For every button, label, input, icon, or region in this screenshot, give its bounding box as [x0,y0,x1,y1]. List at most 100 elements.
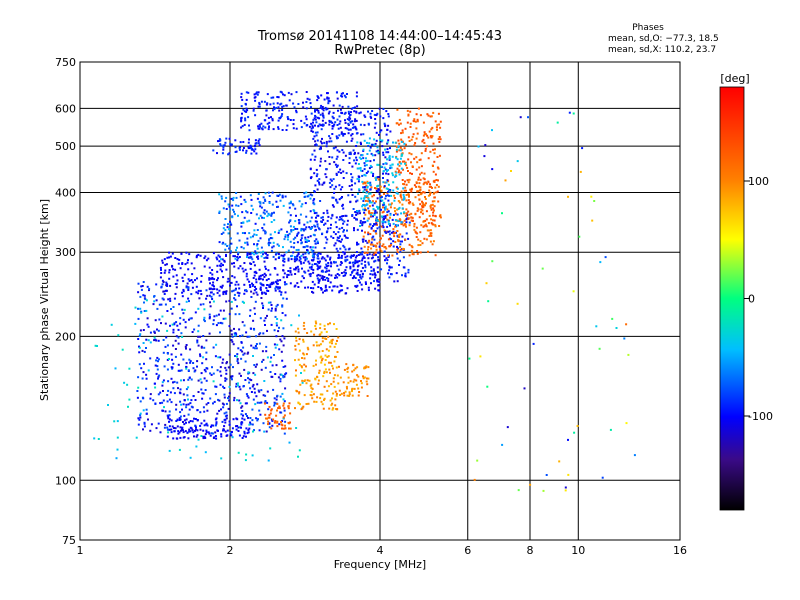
data-point [145,373,148,376]
data-point [331,402,334,405]
data-point [329,371,331,374]
data-point [378,219,380,221]
data-point [422,225,425,228]
data-point [372,268,375,271]
data-point [385,172,388,175]
data-point [371,273,374,276]
data-point [392,141,394,144]
data-point [363,173,366,176]
data-point [149,341,152,344]
data-point [362,186,365,189]
data-point [320,400,323,403]
data-point [254,403,257,406]
data-point [329,281,332,284]
data-point [365,172,368,174]
data-point [338,184,341,187]
data-point [251,258,254,261]
data-point [273,404,276,407]
data-point [427,136,430,139]
data-point [376,242,379,245]
data-point [212,284,214,287]
data-point [180,379,182,382]
data-point [363,209,366,211]
data-point [264,231,267,234]
data-point [157,377,159,380]
data-point [128,398,131,401]
data-point [254,270,257,273]
data-point [357,254,360,256]
data-point [254,373,257,376]
data-point [166,414,169,417]
data-point [210,295,213,298]
data-point [328,407,331,410]
data-point [216,291,219,294]
data-point [287,270,290,272]
data-point [355,132,358,135]
data-point [221,152,224,155]
data-point [281,335,284,338]
data-point [398,264,400,266]
data-point [189,361,192,364]
data-point [287,407,290,410]
data-point [270,309,273,312]
data-point [316,344,318,347]
data-point [346,223,349,226]
data-point [140,288,143,291]
data-point [240,421,243,424]
data-point [294,284,297,287]
data-point [193,370,196,373]
data-point [246,395,249,397]
data-point [223,396,226,399]
data-point [288,206,291,209]
data-point [228,420,231,423]
data-point [437,112,440,115]
data-point [330,217,333,220]
data-point [205,259,208,262]
data-point [225,137,228,140]
data-point [316,131,319,134]
data-point [280,291,283,294]
data-point [249,194,252,197]
data-point [331,289,334,292]
data-point [317,242,319,245]
data-point [380,190,383,193]
data-point [190,262,193,265]
data-point [364,199,367,202]
data-point [153,339,156,342]
data-point [157,375,160,378]
data-point [236,355,238,358]
data-point [363,269,366,272]
y-tick-label: 750 [55,56,76,69]
x-tick-label: 6 [464,544,471,557]
data-point [340,392,343,395]
data-point [258,144,261,147]
data-point [197,307,200,310]
data-point [134,306,137,309]
data-point [313,135,316,138]
data-point [243,292,246,295]
data-point [172,268,175,271]
data-point [332,104,335,107]
data-point [202,335,205,337]
data-point [276,421,279,424]
data-point [317,382,320,385]
data-point [264,265,267,268]
data-point [304,238,307,241]
data-point [252,235,254,238]
data-point [163,258,166,261]
data-point [172,387,175,390]
data-point [197,391,200,393]
data-point [272,388,275,391]
data-point [199,335,202,338]
data-point [278,229,281,232]
data-point [301,357,303,359]
data-point [267,408,270,411]
data-point [241,321,244,324]
data-point [387,191,390,193]
data-point [294,273,297,275]
data-point [293,258,296,261]
data-point [247,416,249,419]
data-point [216,369,219,372]
data-point [371,200,374,203]
data-point [193,417,195,420]
